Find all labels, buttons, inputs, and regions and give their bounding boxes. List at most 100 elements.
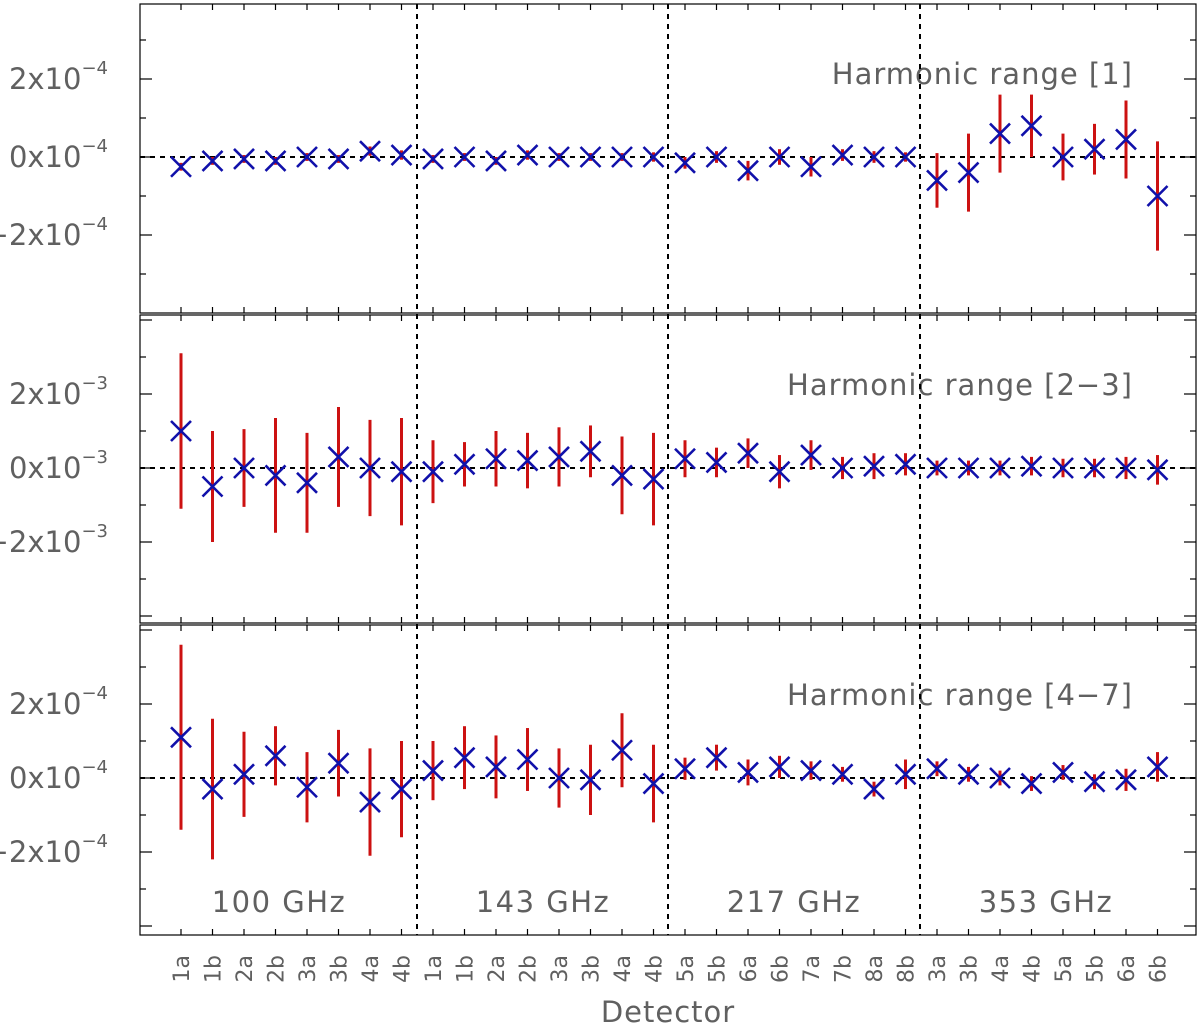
- y-tick-label: 0x10−4: [9, 757, 108, 795]
- data-point: [705, 746, 728, 769]
- data-point: [957, 763, 980, 786]
- y-tick-label: 2x10−4: [9, 58, 108, 96]
- data-point: [548, 445, 570, 468]
- x-tick-label: 4b: [1021, 955, 1046, 983]
- data-point: [264, 464, 287, 487]
- data-point: [327, 752, 350, 775]
- x-tick-label: 2b: [517, 955, 542, 983]
- data-point: [705, 146, 728, 168]
- panel-title: Harmonic range [2−3]: [787, 368, 1133, 402]
- data-point: [296, 776, 318, 799]
- data-point: [264, 744, 287, 767]
- x-axis-label: Detector: [601, 995, 735, 1026]
- x-tick-label: 1b: [202, 955, 227, 983]
- data-point: [170, 420, 192, 442]
- y-tick-label: 2x10−4: [9, 683, 108, 721]
- panel-1: −2x10−4 0x10−4 2x10−4 Harmonic range [1]: [0, 3, 1197, 314]
- data-point: [705, 451, 728, 474]
- data-point: [422, 460, 444, 483]
- x-tick-label: 1a: [170, 955, 195, 982]
- x-tick-label: 1a: [422, 955, 447, 982]
- x-tick-label: 3b: [328, 955, 353, 983]
- data-point: [390, 778, 413, 801]
- data-point: [296, 146, 318, 168]
- data-point: [642, 772, 665, 795]
- data-point: [642, 468, 665, 491]
- panel-title: Harmonic range [1]: [832, 57, 1133, 91]
- y-tick-label: −2x10−4: [0, 831, 108, 869]
- y-tick-label: −2x10−3: [0, 521, 108, 559]
- data-point: [894, 453, 917, 476]
- data-point: [1020, 455, 1043, 478]
- data-point: [453, 146, 476, 168]
- data-point: [642, 146, 665, 168]
- x-tick-label: 2b: [265, 955, 290, 983]
- data-point: [516, 449, 539, 472]
- data-point: [390, 144, 413, 166]
- x-tick-label: 6a: [1115, 955, 1140, 982]
- data-point: [831, 763, 854, 786]
- data-point: [201, 475, 224, 498]
- data-point: [831, 457, 854, 479]
- data-point: [1115, 457, 1137, 479]
- data-point: [201, 149, 224, 172]
- group-label: 217 GHz: [727, 885, 862, 919]
- data-point: [674, 757, 696, 780]
- data-point: [926, 169, 948, 192]
- x-tick-label: 6b: [769, 955, 794, 983]
- x-tick-label: 5a: [674, 955, 699, 982]
- data-point: [548, 146, 570, 168]
- x-tick-label: 6a: [737, 955, 762, 982]
- x-tick-label: 6b: [1147, 955, 1172, 983]
- data-point: [233, 457, 255, 479]
- y-tick-label: 2x10−3: [9, 373, 108, 411]
- x-tick-label: 8b: [895, 955, 920, 983]
- data-point: [485, 447, 507, 470]
- group-label: 353 GHz: [979, 885, 1114, 919]
- y-tick-label: −2x10−4: [0, 214, 108, 252]
- x-tick-label: 1b: [454, 955, 479, 983]
- data-point: [737, 761, 759, 784]
- data-point: [1052, 761, 1074, 784]
- data-point: [359, 791, 381, 813]
- x-tick-label: 3b: [958, 955, 983, 983]
- data-point: [1083, 457, 1106, 479]
- y-tick-label: 0x10−4: [9, 136, 108, 174]
- data-point: [894, 146, 917, 168]
- data-point: [170, 726, 192, 749]
- x-tick-label: 4a: [611, 955, 636, 982]
- x-tick-label: 4b: [391, 955, 416, 983]
- data-point: [1146, 185, 1169, 207]
- x-tick-label: 4a: [989, 955, 1014, 982]
- x-tick-label: 3a: [548, 955, 573, 982]
- data-point: [296, 471, 318, 494]
- data-point: [579, 440, 602, 463]
- x-tick-label: 3a: [296, 955, 321, 982]
- data-point: [831, 144, 854, 166]
- x-tick-label: 3a: [926, 955, 951, 982]
- x-tick-label: 2a: [233, 955, 258, 982]
- data-point: [800, 759, 822, 782]
- data-point: [1083, 770, 1106, 793]
- data-point: [548, 767, 570, 789]
- data-point: [611, 464, 633, 487]
- panel-2: −2x10−3 0x10−3 2x10−3 Harmonic range [2−3]: [0, 314, 1197, 624]
- data-point: [989, 122, 1011, 145]
- data-point: [611, 739, 633, 762]
- data-point: [768, 146, 791, 168]
- data-point: [422, 759, 444, 782]
- data-point: [579, 768, 602, 791]
- data-point: [863, 455, 885, 478]
- data-point: [485, 755, 507, 778]
- data-point: [768, 460, 791, 483]
- data-point: [1052, 457, 1074, 479]
- data-point: [737, 159, 759, 182]
- data-point: [359, 140, 381, 163]
- data-point: [485, 149, 507, 172]
- data-point: [233, 763, 255, 786]
- data-point: [264, 149, 287, 172]
- data-point: [957, 457, 980, 479]
- data-point: [453, 453, 476, 476]
- data-point: [1146, 755, 1169, 778]
